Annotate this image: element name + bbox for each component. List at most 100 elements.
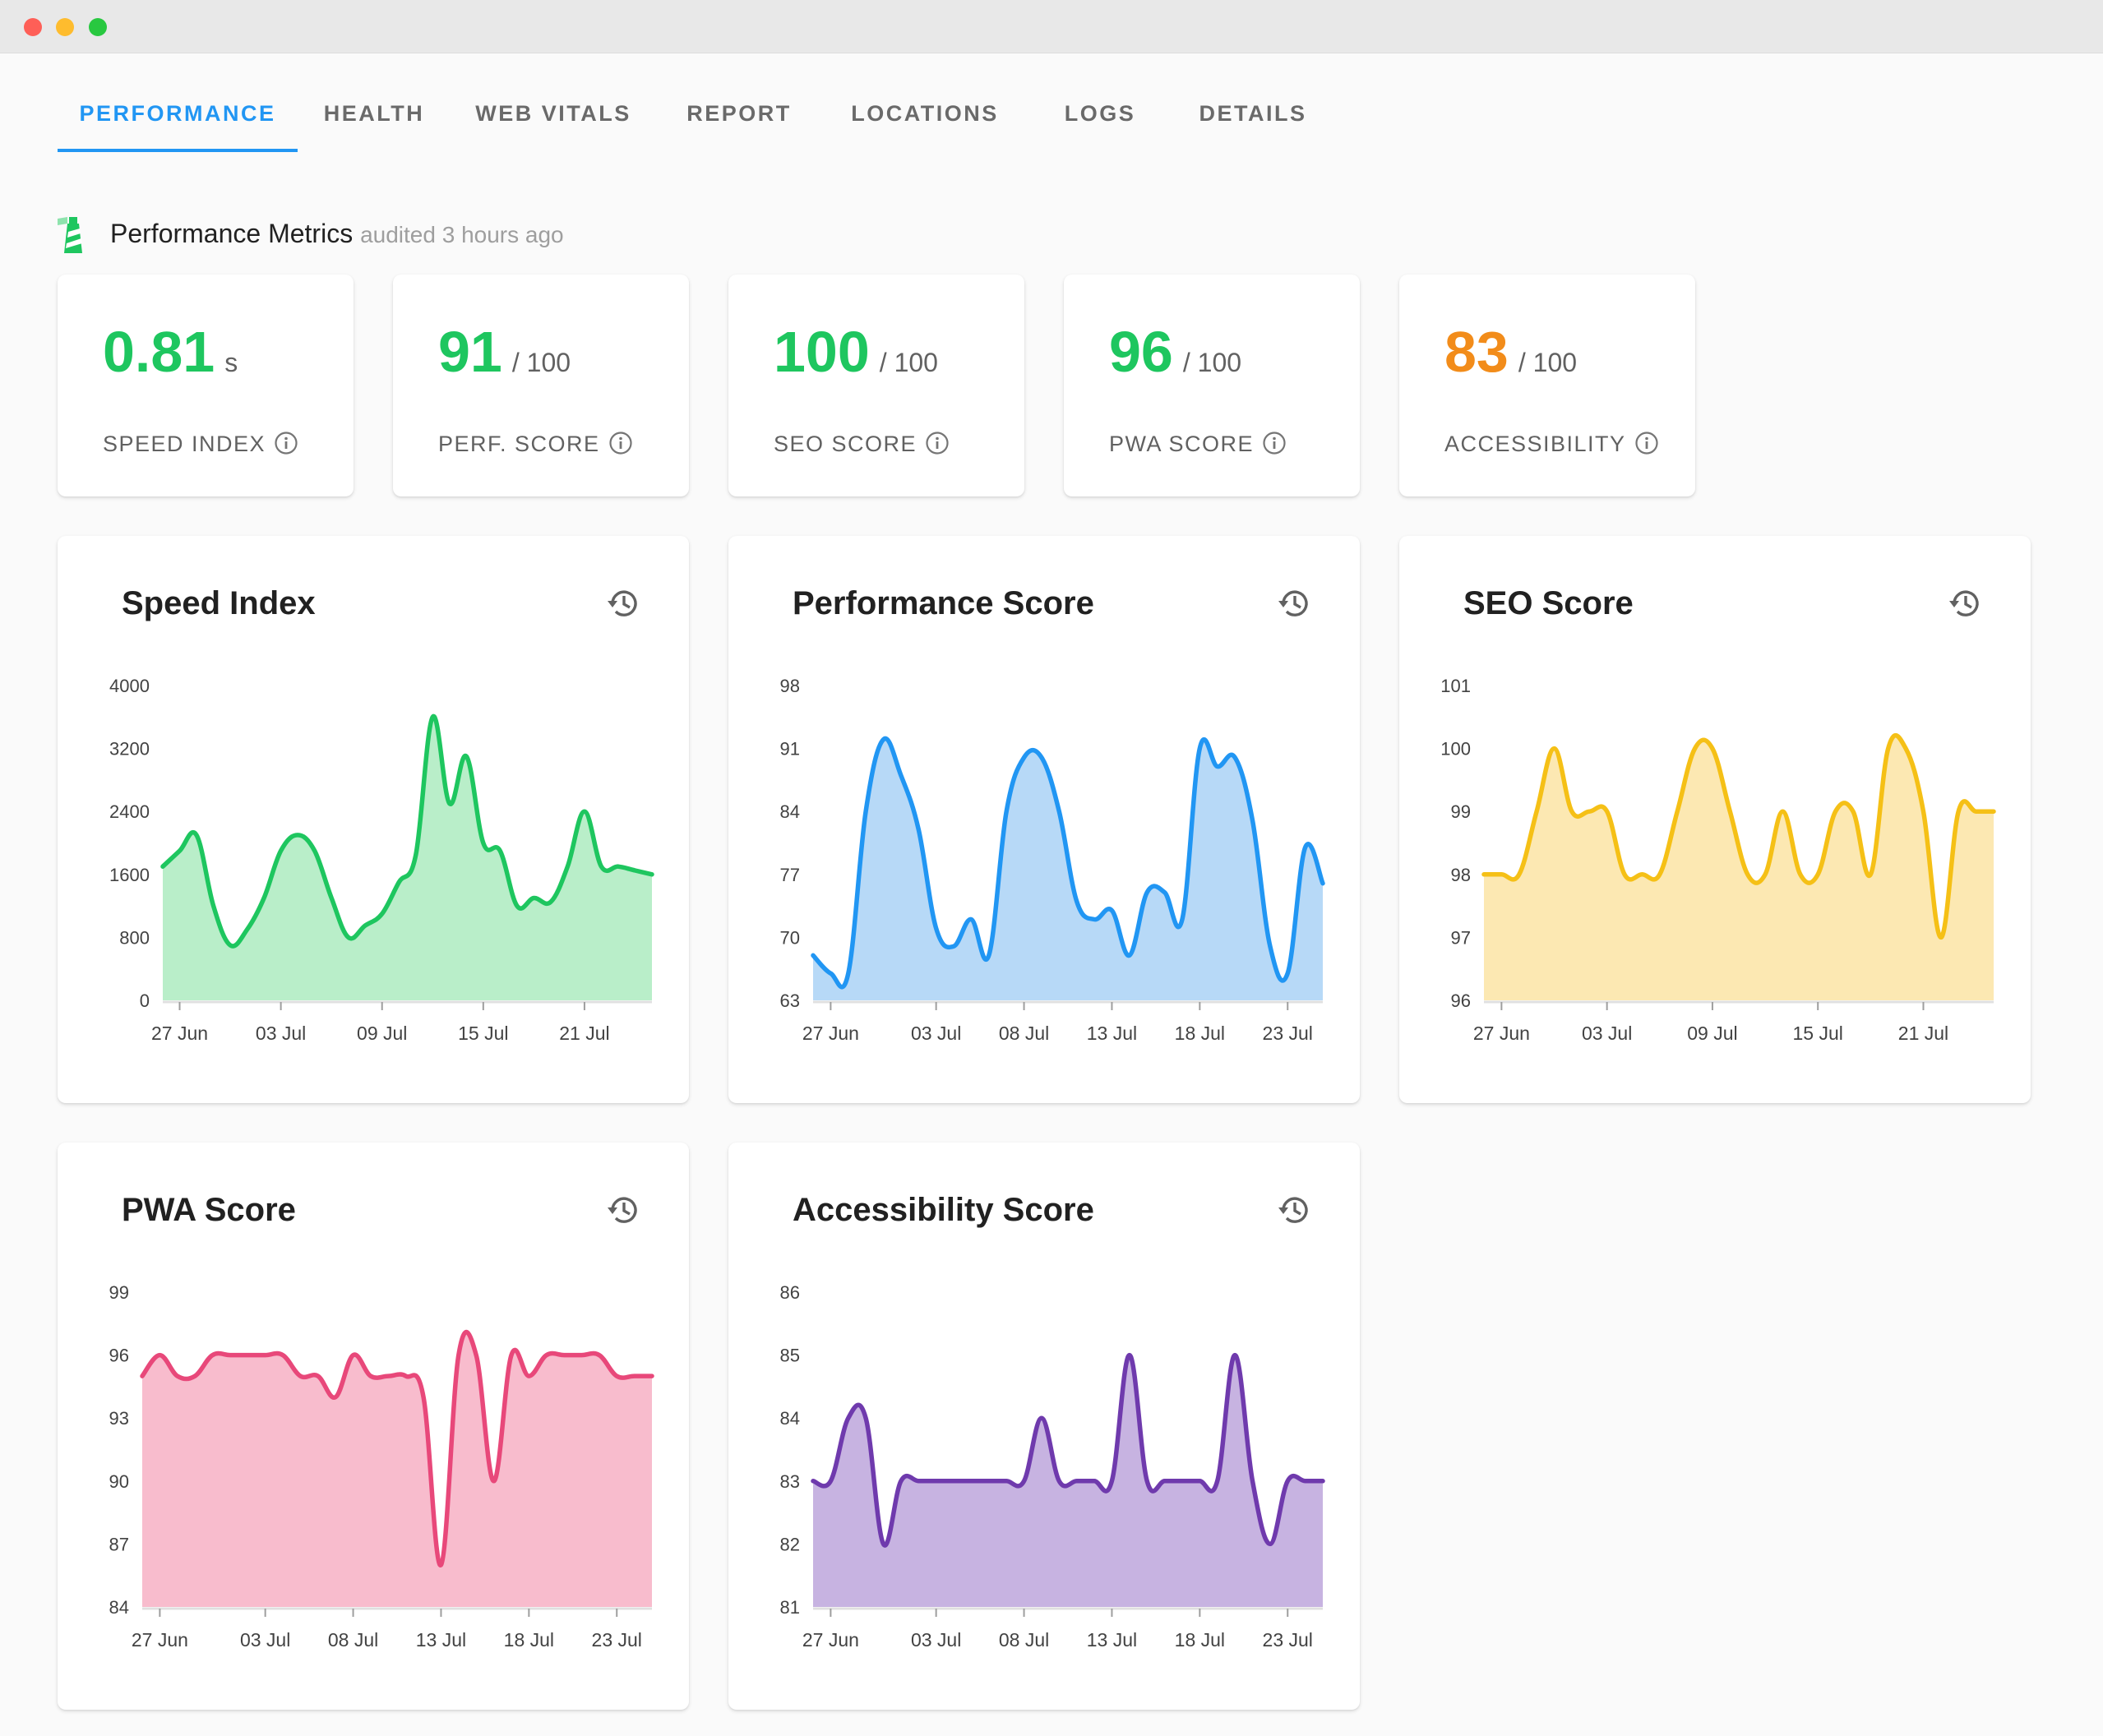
info-icon[interactable] [1634,431,1659,455]
y-tick-label: 84 [109,1597,129,1618]
window-titlebar [0,0,2103,53]
history-icon[interactable] [605,585,641,621]
stat-unit: / 100 [1182,348,1242,377]
maximize-window-button[interactable] [89,18,107,36]
tab-web-vitals[interactable]: WEB VITALS [475,101,631,126]
y-tick-label: 93 [109,1408,129,1429]
y-tick-label: 84 [780,1408,800,1429]
x-tick-label: 27 Jun [151,1023,208,1044]
stat-card-speed-index: 0.81 s SPEED INDEX [58,275,354,496]
stat-card-seo-score: 100 / 100 SEO SCORE [728,275,1024,496]
minimize-window-button[interactable] [56,18,74,36]
chart-card-seo-score: 101 100 99 98 97 96 27 Jun 03 Jul 09 Jul 15 Jul 21… [1399,536,2031,1103]
stat-number: 91 [438,320,502,384]
y-tick-label: 4000 [109,676,150,696]
series-line [811,1352,1325,1548]
y-tick-label: 82 [780,1534,800,1554]
stat-number: 100 [774,320,870,384]
x-tick-label: 18 Jul [504,1629,554,1651]
x-tick-label: 15 Jul [458,1023,508,1044]
y-tick-label: 77 [780,865,800,885]
area-fill [813,1355,1323,1607]
x-tick-label: 27 Jun [802,1629,859,1651]
stat-unit: / 100 [879,348,938,377]
x-tick-label: 13 Jul [1087,1023,1137,1044]
x-tick-label: 08 Jul [999,1629,1049,1651]
series-line [811,736,1325,990]
stat-label-text: PERF. SCORE [438,432,600,456]
y-tick-label: 1600 [109,865,150,885]
close-window-button[interactable] [24,18,42,36]
tab-details[interactable]: DETAILS [1199,101,1307,126]
x-tick-label: 18 Jul [1175,1629,1225,1651]
x-tick-label: 21 Jul [1898,1023,1948,1044]
x-tick-label: 08 Jul [999,1023,1049,1044]
history-icon[interactable] [1276,585,1312,621]
y-tick-label: 84 [780,801,800,822]
stat-number: 83 [1444,320,1509,384]
chart-card-speed-index: 4000 3200 2400 1600 800 0 27 Jun 03 Jul 09 Jul 15… [58,536,689,1103]
y-tick-label: 85 [780,1346,800,1366]
tab-logs[interactable]: LOGS [1064,101,1136,126]
stat-label: ACCESSIBILITY [1444,431,1659,457]
x-tick-label: 13 Jul [416,1629,466,1651]
history-icon[interactable] [1947,585,1983,621]
x-tick-label: 23 Jul [1263,1023,1313,1044]
y-tick-label: 2400 [109,801,150,822]
stat-label: PWA SCORE [1109,431,1287,457]
stat-label-text: SPEED INDEX [103,432,266,456]
y-tick-label: 87 [109,1534,129,1554]
info-icon[interactable] [925,431,950,455]
history-icon[interactable] [1276,1192,1312,1228]
tab-report[interactable]: REPORT [686,101,792,126]
tab-health[interactable]: HEALTH [323,101,425,126]
stat-value: 0.81 s [103,319,238,385]
y-tick-label: 98 [780,676,800,696]
area-fill [142,1332,652,1607]
active-tab-indicator [58,149,298,152]
y-tick-label: 0 [140,990,150,1011]
x-tick-label: 18 Jul [1175,1023,1225,1044]
stat-value: 100 / 100 [774,319,938,385]
info-icon[interactable] [608,431,633,455]
stat-label-text: PWA SCORE [1109,432,1255,456]
y-tick-label: 83 [780,1471,800,1492]
y-tick-label: 101 [1440,676,1471,696]
x-tick-label: 13 Jul [1087,1629,1137,1651]
y-tick-label: 90 [109,1471,129,1492]
x-tick-label: 21 Jul [559,1023,609,1044]
x-tick-label: 27 Jun [1473,1023,1530,1044]
x-tick-label: 23 Jul [1263,1629,1313,1651]
info-icon[interactable] [274,431,298,455]
series-line [160,714,654,949]
chart-title: Accessibility Score [793,1192,1094,1228]
x-tick-label: 09 Jul [357,1023,407,1044]
chart-title: Speed Index [122,585,316,621]
y-tick-label: 800 [119,927,150,948]
chart-card-accessibility-score: 86 85 84 83 82 81 27 Jun 03 Jul 08 Jul 13 Jul 18 J… [728,1143,1360,1710]
section-subtitle: audited 3 hours ago [360,222,564,247]
section-title-text: Performance Metrics [110,219,354,248]
tab-performance[interactable]: PERFORMANCE [79,101,276,126]
y-tick-label: 96 [109,1346,129,1366]
x-tick-label: 15 Jul [1793,1023,1843,1044]
stat-number: 96 [1109,320,1173,384]
area-fill [1484,735,1994,1000]
stat-card-accessibility: 83 / 100 ACCESSIBILITY [1399,275,1695,496]
x-tick-label: 23 Jul [592,1629,642,1651]
series-line [1481,733,1996,940]
y-tick-label: 100 [1440,739,1471,760]
section-title: Performance Metrics audited 3 hours ago [110,219,564,249]
stat-value: 91 / 100 [438,319,571,385]
x-tick-label: 08 Jul [328,1629,378,1651]
history-icon[interactable] [605,1192,641,1228]
tab-locations[interactable]: LOCATIONS [851,101,999,126]
y-tick-label: 86 [780,1282,800,1303]
stat-label: SEO SCORE [774,431,950,457]
info-icon[interactable] [1262,431,1287,455]
chart-title: Performance Score [793,585,1094,621]
x-tick-label: 03 Jul [1582,1023,1632,1044]
area-fill [163,716,652,1000]
